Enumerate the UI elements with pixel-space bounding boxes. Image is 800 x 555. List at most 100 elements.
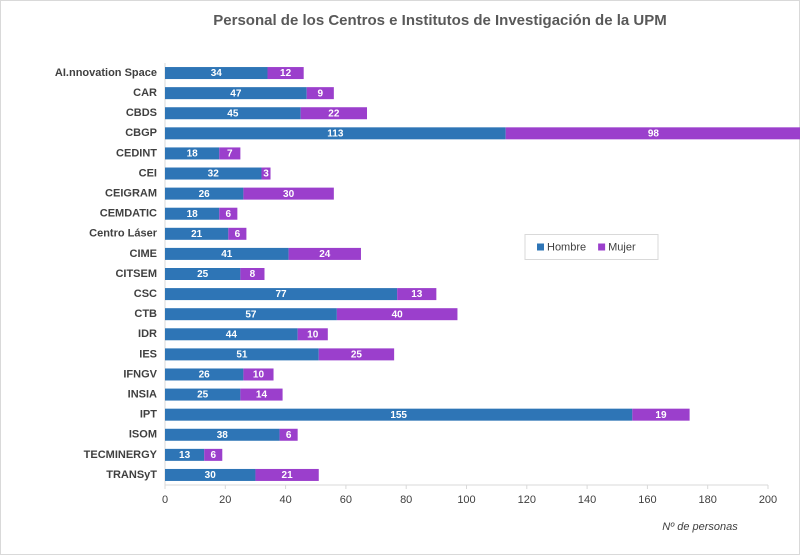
bar-segment <box>165 288 398 301</box>
bar-segment <box>165 87 307 100</box>
y-tick-label: CEDINT <box>116 147 157 159</box>
bar-segment <box>297 328 328 341</box>
y-tick-label: CEMDATIC <box>100 208 157 220</box>
bar-segment <box>165 187 244 200</box>
value-label: 13 <box>179 450 191 461</box>
legend-swatch <box>537 243 544 251</box>
bar-segment <box>165 67 268 80</box>
value-label: 19 <box>655 410 667 421</box>
legend-swatch <box>598 243 606 251</box>
value-label: 7 <box>227 149 233 160</box>
value-label: 40 <box>392 309 404 320</box>
value-label: 51 <box>236 350 248 361</box>
bar-segment <box>165 167 262 180</box>
value-label: 25 <box>351 350 363 361</box>
bar-segment <box>165 308 337 321</box>
y-tick-label: IFNGV <box>123 368 157 380</box>
bar-segment <box>165 388 241 401</box>
value-label: 25 <box>197 390 209 401</box>
bar-segment <box>243 187 334 200</box>
x-tick-label: 80 <box>400 494 412 506</box>
value-label: 30 <box>205 470 217 481</box>
y-tick-label: CBDS <box>126 107 157 119</box>
y-tick-label: TRANSyT <box>106 469 157 481</box>
x-tick-label: 0 <box>162 494 168 506</box>
bar-segment <box>165 107 301 120</box>
bar-segment <box>243 368 274 381</box>
value-label: 18 <box>187 209 199 220</box>
bar-segment <box>219 207 238 220</box>
x-tick-label: 60 <box>340 494 352 506</box>
value-label: 30 <box>283 189 295 200</box>
bar-segment <box>279 428 298 441</box>
bar-segment <box>165 328 298 341</box>
y-tick-label: CEI <box>139 167 157 179</box>
value-label: 10 <box>253 370 265 381</box>
chart-title: Personal de los Centros e Institutos de … <box>213 12 666 29</box>
x-tick-label: 120 <box>518 494 536 506</box>
bar-segment <box>165 207 220 220</box>
value-label: 14 <box>256 390 268 401</box>
y-tick-label: Centro Láser <box>89 228 158 240</box>
value-label: 12 <box>280 68 292 79</box>
value-label: 8 <box>250 269 256 280</box>
y-tick-label: INSIA <box>128 388 157 400</box>
bar-segment <box>165 468 256 481</box>
bar-segment <box>336 308 458 321</box>
value-label: 47 <box>230 88 242 99</box>
y-tick-label: ISOM <box>129 429 157 441</box>
value-label: 24 <box>319 249 331 260</box>
value-label: 22 <box>328 108 340 119</box>
bar-segment <box>165 348 319 361</box>
bar-segment <box>165 428 280 441</box>
bar-segment <box>267 67 304 80</box>
x-tick-label: 40 <box>279 494 291 506</box>
y-tick-label: CIME <box>130 248 158 260</box>
bar-segment <box>240 268 265 280</box>
bar-segment <box>165 247 289 260</box>
y-tick-label: CSC <box>134 288 157 300</box>
value-label: 26 <box>199 370 211 381</box>
value-label: 6 <box>210 450 216 461</box>
bar-segment <box>165 147 220 160</box>
y-tick-label: IPT <box>140 409 157 421</box>
y-tick-label: IDR <box>138 328 157 340</box>
y-tick-label: CAR <box>133 87 157 99</box>
y-tick-label: CBGP <box>125 127 157 139</box>
y-tick-label: CEIGRAM <box>105 188 157 200</box>
bar-segment <box>165 408 633 421</box>
x-tick-label: 100 <box>457 494 475 506</box>
value-label: 3 <box>263 169 269 180</box>
value-label: 41 <box>221 249 233 260</box>
bar-segment <box>240 388 283 401</box>
bar-segment <box>397 288 437 301</box>
value-label: 44 <box>226 329 238 340</box>
value-label: 25 <box>197 269 209 280</box>
bar-segment <box>165 127 506 140</box>
y-tick-label: AI.nnovation Space <box>55 67 157 79</box>
value-label: 26 <box>199 189 211 200</box>
value-label: 21 <box>191 229 203 240</box>
x-axis-label: Nº de personas <box>662 521 738 533</box>
bar-segment <box>165 368 244 381</box>
value-label: 18 <box>187 149 199 160</box>
value-label: 34 <box>211 68 223 79</box>
x-tick-label: 200 <box>759 494 777 506</box>
value-label: 32 <box>208 169 220 180</box>
value-label: 6 <box>226 209 232 220</box>
value-label: 21 <box>282 470 294 481</box>
y-tick-label: CITSEM <box>115 268 157 280</box>
value-label: 45 <box>227 108 239 119</box>
bar-segment <box>300 107 368 120</box>
bar-segment <box>219 147 241 160</box>
x-tick-label: 160 <box>638 494 656 506</box>
value-label: 155 <box>390 410 407 421</box>
bar-segment <box>306 87 334 100</box>
legend-label: Mujer <box>608 241 636 253</box>
bar-segment <box>632 408 690 421</box>
bar-segment <box>288 247 361 260</box>
value-label: 113 <box>327 128 344 139</box>
bar-segment <box>228 227 247 240</box>
x-tick-label: 140 <box>578 494 596 506</box>
